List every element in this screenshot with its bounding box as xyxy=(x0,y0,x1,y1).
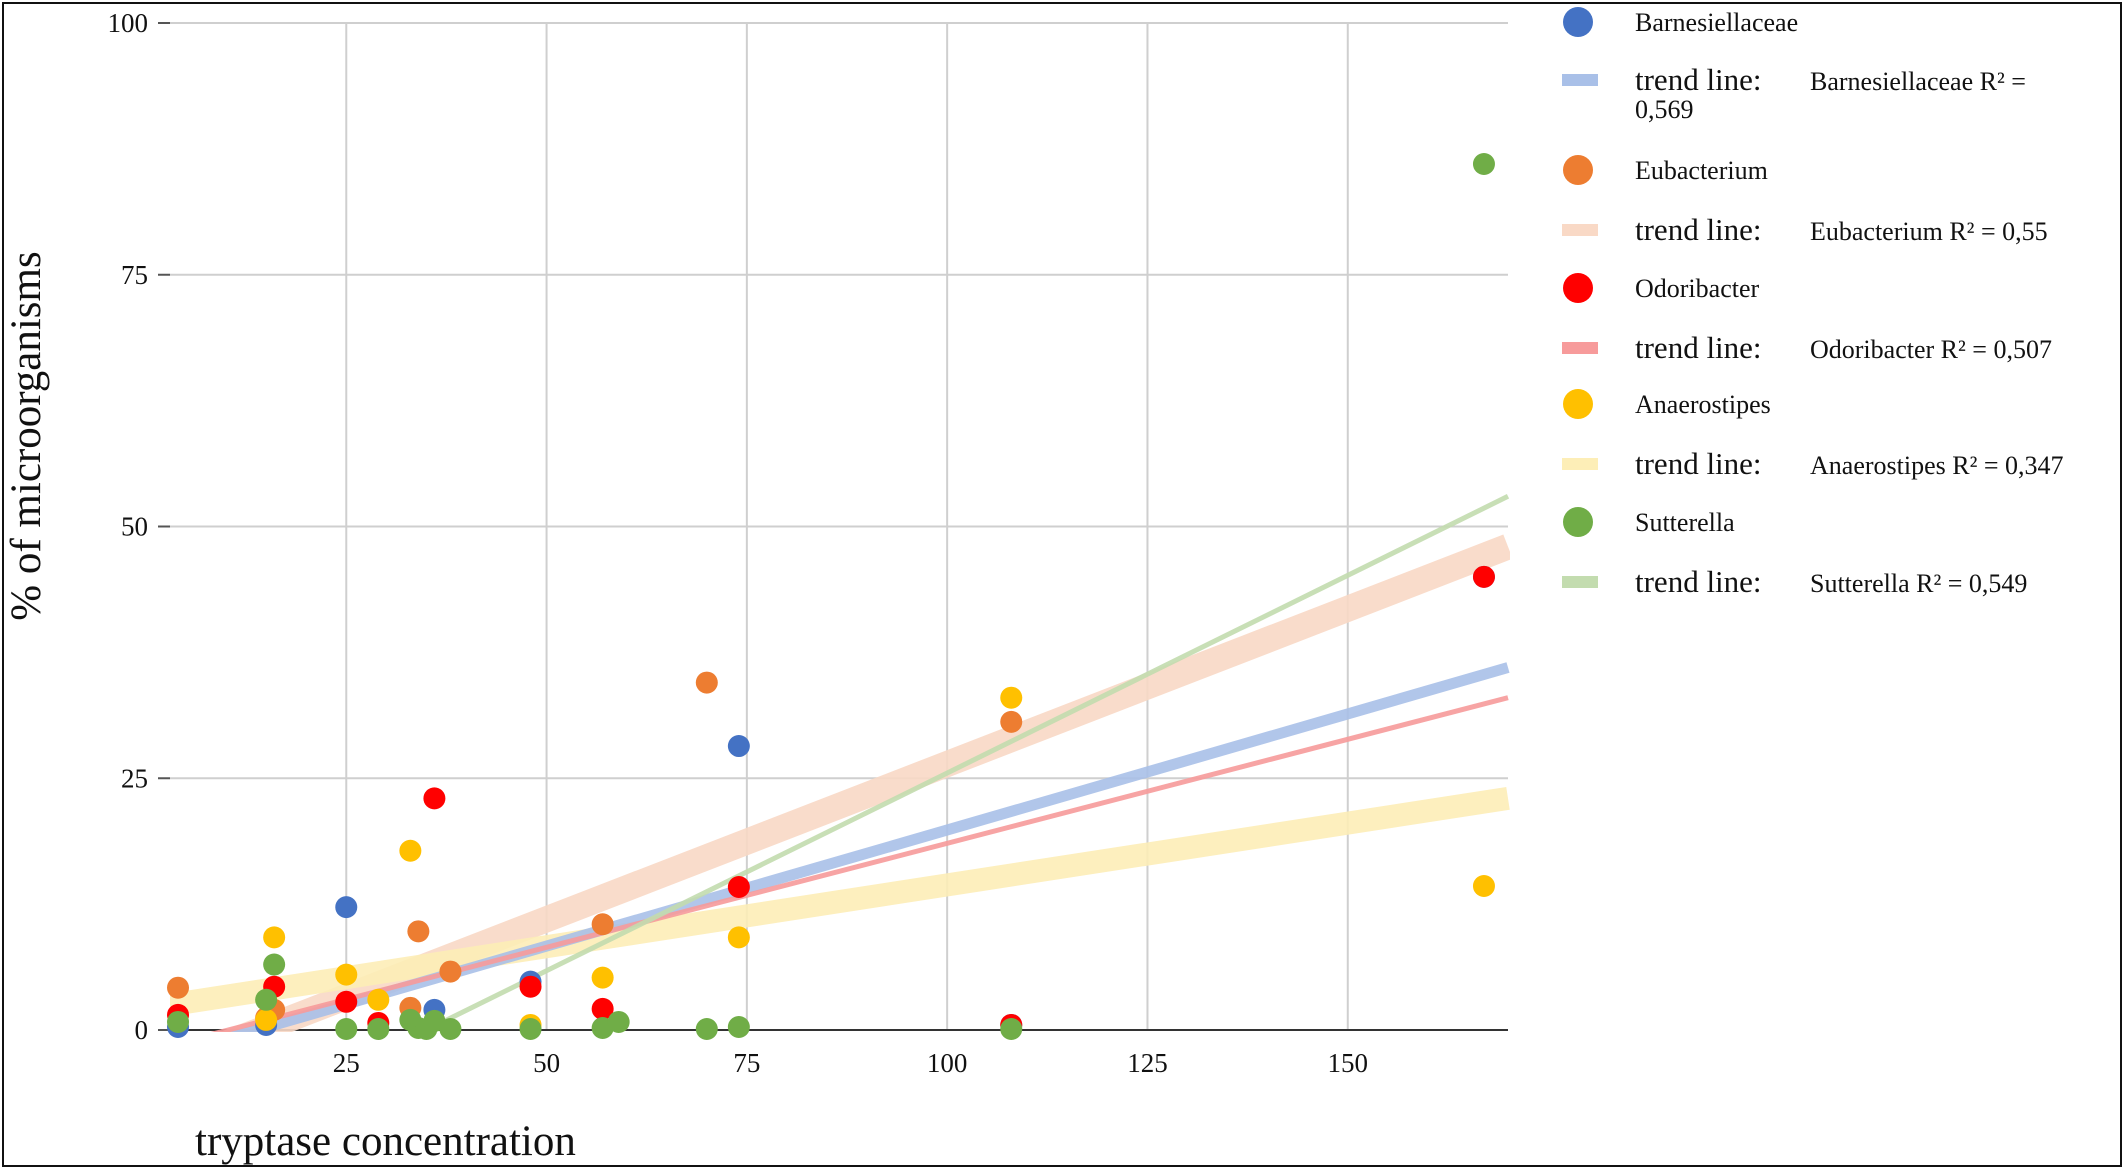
legend-marker-odoribacter[interactable] xyxy=(1563,273,1593,303)
legend-trend-prefix[interactable]: trend line: xyxy=(1635,446,1762,481)
point-sutterella xyxy=(695,1017,718,1040)
gridlines xyxy=(170,22,1508,1030)
point-sutterella xyxy=(1000,1017,1023,1040)
point-barnesiellaceae xyxy=(335,896,358,919)
point-anaerostipes xyxy=(1472,874,1495,897)
point-sutterella xyxy=(255,988,278,1011)
trend-line-odoribacter xyxy=(210,695,1509,1032)
point-eubacterium xyxy=(407,920,430,943)
point-eubacterium xyxy=(167,976,190,999)
legend-trend-prefix[interactable]: trend line: xyxy=(1635,330,1762,365)
x-tick-label: 100 xyxy=(927,1048,968,1078)
point-eubacterium xyxy=(695,671,718,694)
legend-marker-sutterella[interactable] xyxy=(1563,507,1593,537)
legend-marker-barnesiellaceae[interactable] xyxy=(1563,7,1593,37)
legend-trend-swatch[interactable] xyxy=(1562,74,1598,86)
point-anaerostipes xyxy=(1000,686,1023,709)
point-anaerostipes xyxy=(255,1008,278,1031)
legend-label[interactable]: Eubacterium xyxy=(1635,156,1768,185)
legend-trend-prefix[interactable]: trend line: xyxy=(1635,564,1762,599)
legend-trend-label[interactable]: Eubacterium R² = 0,55 xyxy=(1810,217,2048,246)
data-points xyxy=(167,152,1495,1040)
legend-trend-label-cont[interactable]: 0,569 xyxy=(1635,95,1694,124)
point-sutterella xyxy=(167,1010,190,1033)
legend[interactable]: Barnesiellaceae trend line: Barnesiellacea… xyxy=(1562,7,2064,599)
y-tick-label: 25 xyxy=(121,763,148,793)
point-odoribacter xyxy=(519,975,542,998)
trend-lines xyxy=(170,494,1510,1032)
trend-line-anaerostipes xyxy=(170,787,1510,1017)
point-sutterella xyxy=(519,1017,542,1040)
y-tick-label: 100 xyxy=(108,8,149,38)
point-odoribacter xyxy=(1472,565,1495,588)
legend-marker-eubacterium[interactable] xyxy=(1563,155,1593,185)
legend-label[interactable]: Anaerostipes xyxy=(1635,390,1771,419)
point-sutterella xyxy=(335,1017,358,1040)
point-anaerostipes xyxy=(367,988,390,1011)
point-sutterella xyxy=(607,1010,630,1033)
tick-labels: 25 50 75 100 125 150 0 25 50 75 100 xyxy=(108,8,1369,1078)
legend-trend-swatch[interactable] xyxy=(1562,342,1598,354)
legend-marker-anaerostipes[interactable] xyxy=(1563,389,1593,419)
legend-trend-prefix[interactable]: trend line: xyxy=(1635,62,1762,97)
point-anaerostipes xyxy=(591,966,614,989)
legend-trend-prefix[interactable]: trend line: xyxy=(1635,212,1762,247)
legend-trend-swatch[interactable] xyxy=(1562,224,1598,236)
trend-line-sutterella xyxy=(425,494,1510,1032)
point-anaerostipes xyxy=(399,839,422,862)
legend-label[interactable]: Odoribacter xyxy=(1635,274,1760,303)
point-odoribacter xyxy=(423,787,446,810)
legend-trend-swatch[interactable] xyxy=(1562,576,1598,588)
point-anaerostipes xyxy=(727,926,750,949)
y-axis-title: % of microorganisms xyxy=(3,251,50,620)
point-sutterella xyxy=(727,1015,750,1038)
x-tick-label: 150 xyxy=(1328,1048,1369,1078)
y-tick-label: 50 xyxy=(121,512,148,542)
legend-trend-label[interactable]: Sutterella R² = 0,549 xyxy=(1810,569,2027,598)
y-tick-label: 75 xyxy=(121,260,148,290)
point-eubacterium xyxy=(591,913,614,936)
point-odoribacter xyxy=(591,997,614,1020)
point-sutterella xyxy=(1472,152,1495,175)
x-axis-title: tryptase concentration xyxy=(195,1118,576,1165)
point-anaerostipes xyxy=(335,963,358,986)
point-anaerostipes xyxy=(263,926,286,949)
legend-trend-swatch[interactable] xyxy=(1562,458,1598,470)
point-eubacterium xyxy=(1000,710,1023,733)
x-tick-label: 125 xyxy=(1127,1048,1168,1078)
trend-line-barnesiellaceae xyxy=(230,662,1510,1032)
legend-trend-label[interactable]: Anaerostipes R² = 0,347 xyxy=(1810,451,2064,480)
point-odoribacter xyxy=(335,990,358,1013)
legend-trend-label[interactable]: Odoribacter R² = 0,507 xyxy=(1810,335,2052,364)
point-sutterella xyxy=(367,1017,390,1040)
point-eubacterium xyxy=(439,960,462,983)
y-tick-label: 0 xyxy=(135,1015,149,1045)
point-odoribacter xyxy=(727,876,750,899)
x-tick-label: 75 xyxy=(733,1048,760,1078)
point-sutterella xyxy=(439,1017,462,1040)
point-sutterella xyxy=(263,953,286,976)
legend-label[interactable]: Barnesiellaceae xyxy=(1635,8,1798,37)
x-tick-label: 50 xyxy=(533,1048,560,1078)
x-tick-label: 25 xyxy=(333,1048,360,1078)
trend-line-eubacterium xyxy=(219,534,1510,1032)
legend-trend-label[interactable]: Barnesiellaceae R² = xyxy=(1810,67,2026,96)
point-barnesiellaceae xyxy=(727,735,750,758)
legend-label[interactable]: Sutterella xyxy=(1635,508,1735,537)
